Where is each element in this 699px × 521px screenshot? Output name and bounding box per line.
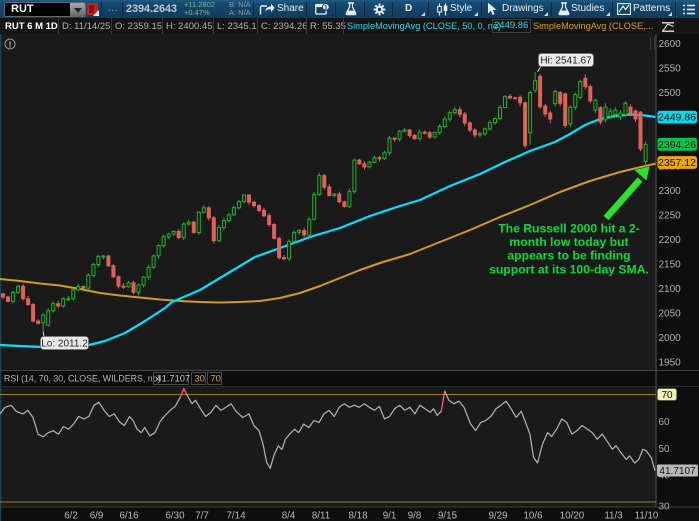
svg-text:Hi: 2541.67: Hi: 2541.67 <box>540 56 592 67</box>
svg-text:2600: 2600 <box>659 39 682 50</box>
svg-text:appears to be finding: appears to be finding <box>507 249 630 263</box>
svg-text:8/11: 8/11 <box>312 511 330 521</box>
svg-text:2150: 2150 <box>659 260 682 271</box>
svg-text:6/16: 6/16 <box>119 511 139 521</box>
svg-text:2500: 2500 <box>659 88 682 99</box>
svg-text:6/9: 6/9 <box>90 511 104 521</box>
svg-text:11/3: 11/3 <box>604 511 623 521</box>
svg-text:41.7107: 41.7107 <box>659 466 696 477</box>
svg-text:month low today but: month low today but <box>509 235 628 249</box>
svg-text:2357.12: 2357.12 <box>658 157 696 169</box>
svg-text:2200: 2200 <box>659 235 682 246</box>
svg-text:30: 30 <box>659 502 671 513</box>
svg-text:1950: 1950 <box>659 358 682 369</box>
svg-text:Lo: 2011.2: Lo: 2011.2 <box>41 339 88 350</box>
svg-text:!: ! <box>9 40 12 50</box>
svg-text:10/20: 10/20 <box>560 511 585 521</box>
svg-text:1: 1 <box>324 5 328 11</box>
svg-text:30: 30 <box>195 374 205 384</box>
svg-text:10/6: 10/6 <box>523 511 543 521</box>
svg-text:2100: 2100 <box>659 284 682 295</box>
svg-text:6/2: 6/2 <box>64 511 78 521</box>
svg-text:9/29: 9/29 <box>488 511 507 521</box>
svg-text:50: 50 <box>659 444 671 455</box>
svg-text:support at its 100-day SMA.: support at its 100-day SMA. <box>489 262 649 276</box>
svg-text:9/1: 9/1 <box>383 511 397 521</box>
svg-text:2050: 2050 <box>659 309 682 320</box>
svg-text:7/7: 7/7 <box>195 511 209 521</box>
svg-text:9/15: 9/15 <box>438 511 458 521</box>
svg-text:8/18: 8/18 <box>348 511 368 521</box>
svg-text:RSI (14, 70, 30, CLOSE, WILDER: RSI (14, 70, 30, CLOSE, WILDERS, no) <box>4 374 161 384</box>
svg-text:11/10: 11/10 <box>635 511 659 521</box>
svg-text:2394.26: 2394.26 <box>658 139 696 151</box>
svg-text:7/14: 7/14 <box>226 511 246 521</box>
svg-text:60: 60 <box>659 417 671 428</box>
svg-text:70: 70 <box>211 374 221 384</box>
svg-text:2250: 2250 <box>659 211 682 222</box>
svg-text:2550: 2550 <box>659 64 682 75</box>
svg-text:The Russell 2000 hit a 2-: The Russell 2000 hit a 2- <box>498 222 640 236</box>
svg-text:2300: 2300 <box>659 186 682 197</box>
svg-text:6/30: 6/30 <box>165 511 185 521</box>
svg-text:8/4: 8/4 <box>282 511 296 521</box>
svg-text:9/8: 9/8 <box>408 511 422 521</box>
svg-text:2449.86: 2449.86 <box>658 112 696 124</box>
svg-text:41.7107: 41.7107 <box>157 374 191 384</box>
svg-text:2000: 2000 <box>659 333 682 344</box>
svg-text:70: 70 <box>661 390 673 401</box>
